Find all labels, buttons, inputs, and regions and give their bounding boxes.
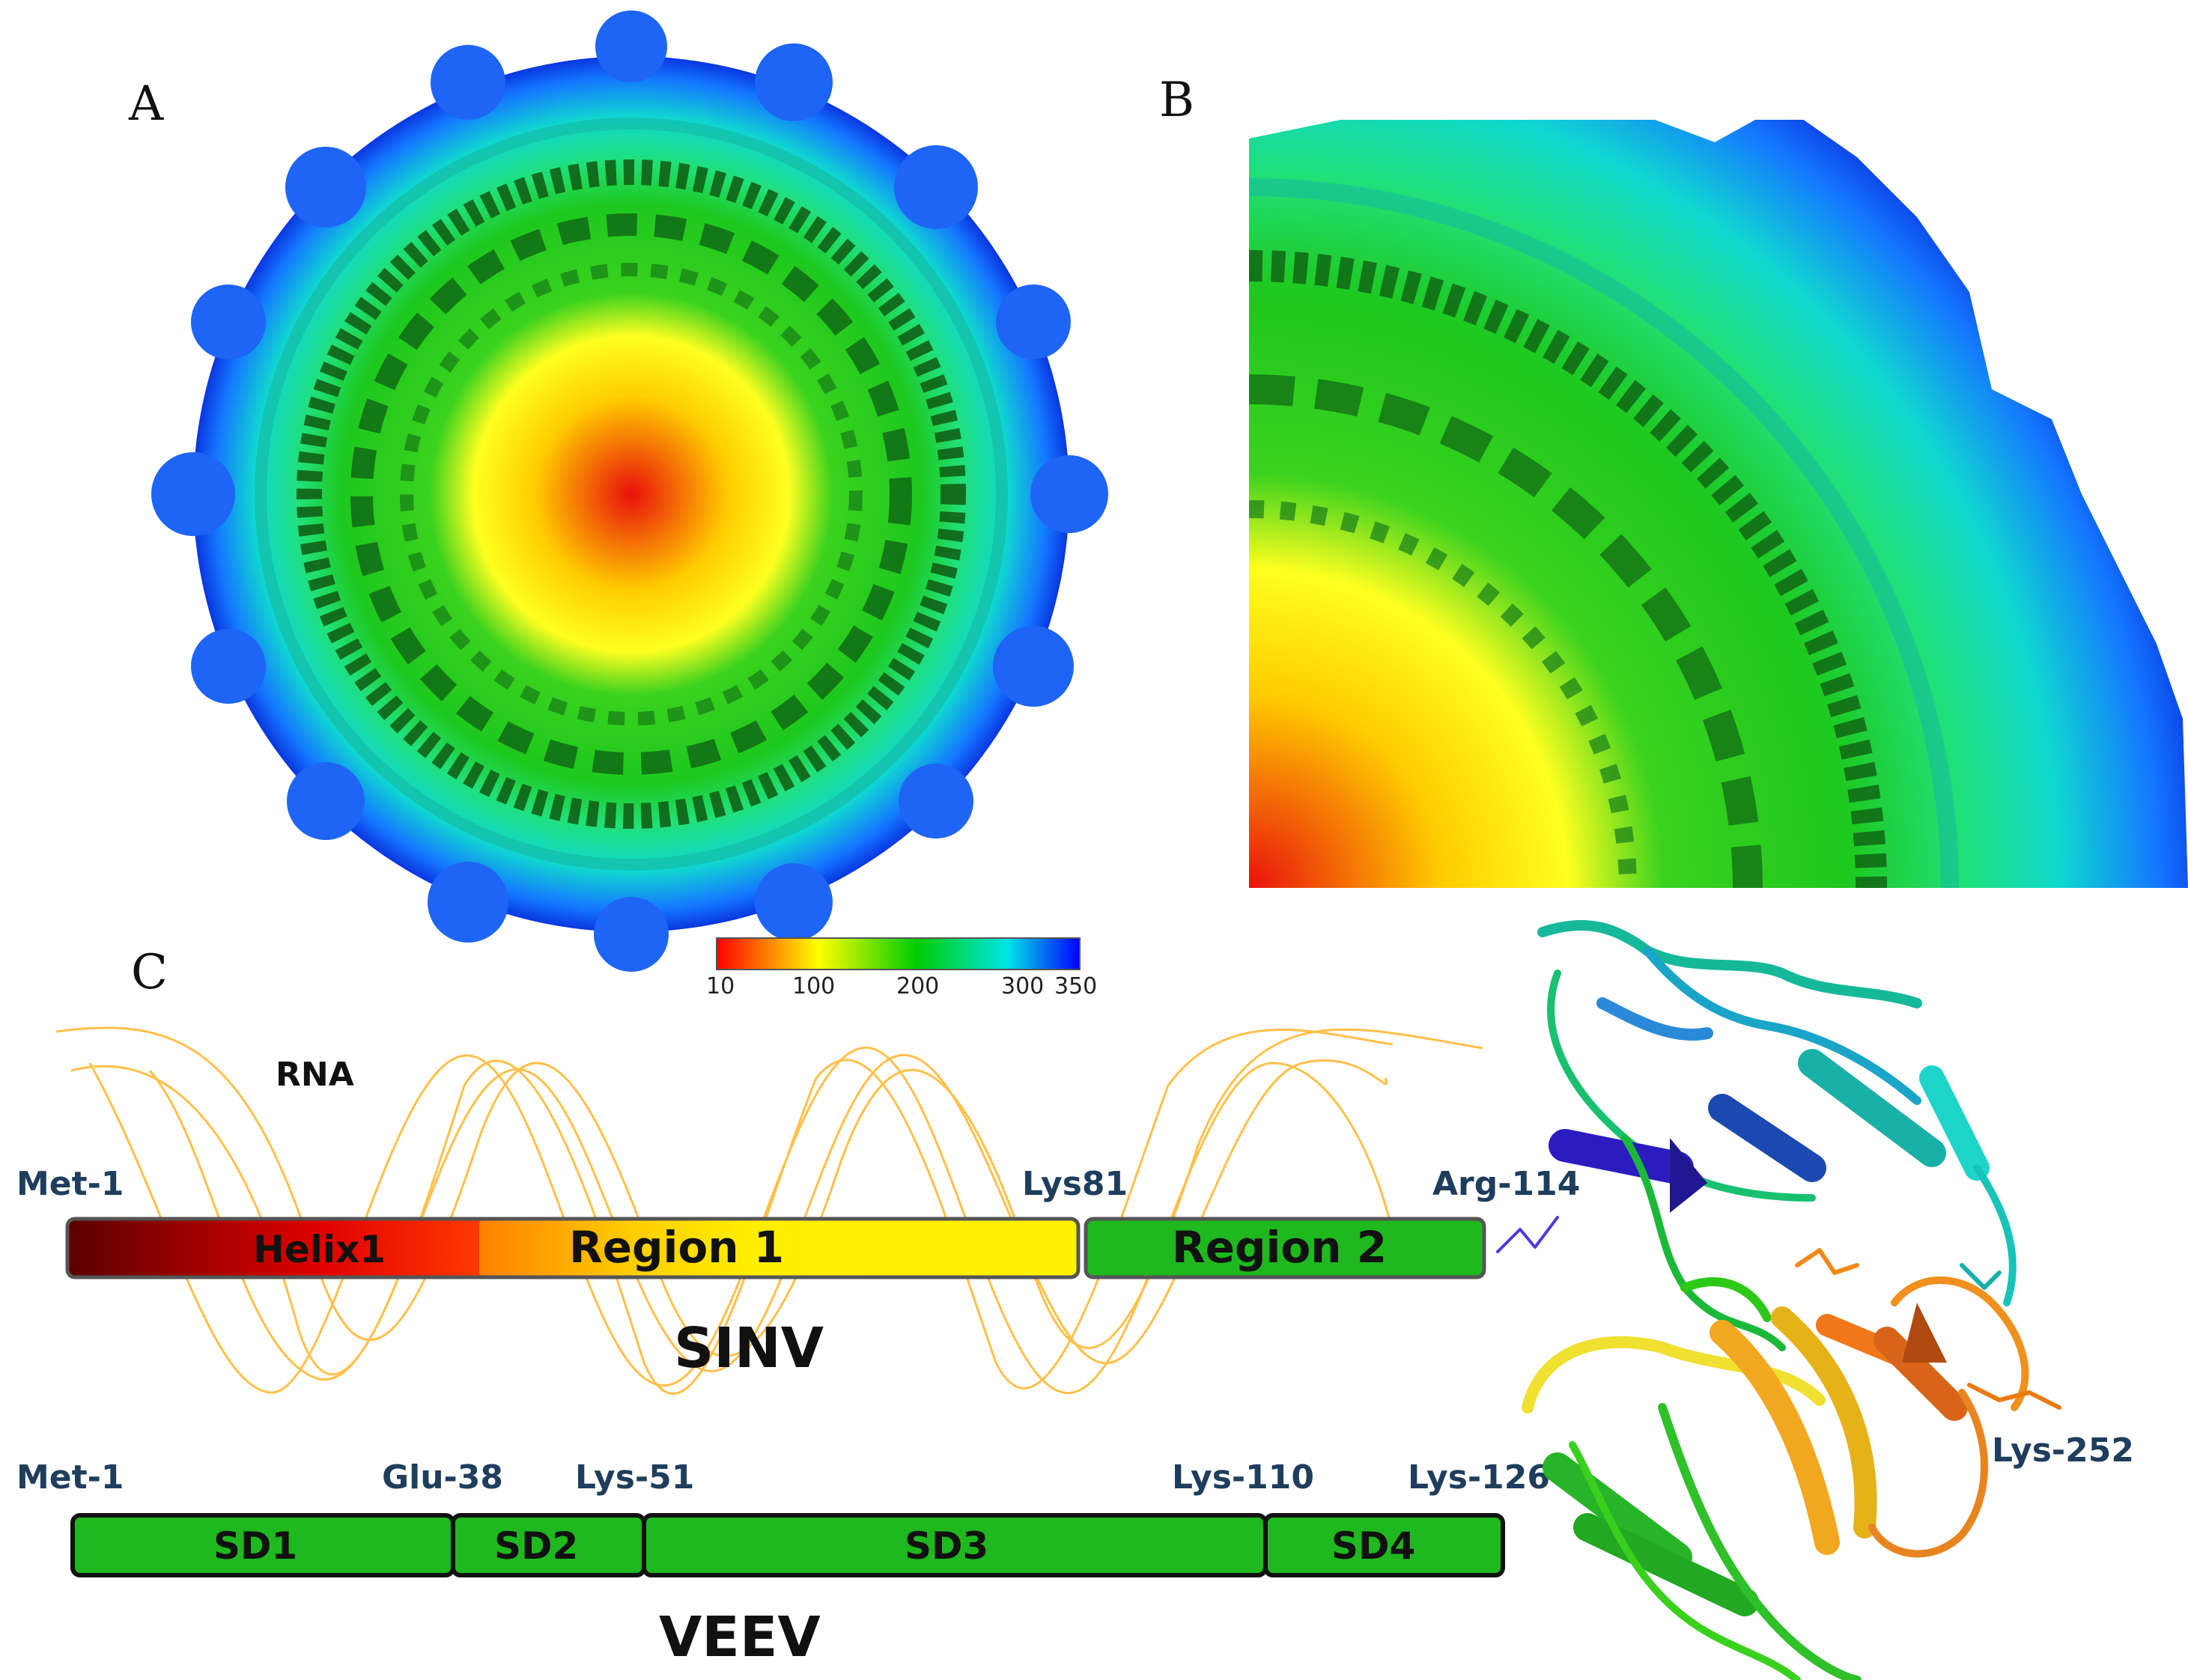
- veev-segment-label: SD3: [905, 1524, 988, 1568]
- veev-residue-label: Lys-51: [575, 1458, 694, 1497]
- veev-segment-sd4: [1263, 1513, 1505, 1577]
- veev-segment-label: SD4: [1331, 1524, 1415, 1568]
- rna-label: RNA: [276, 1056, 354, 1094]
- virus-density-map-quadrant: [1249, 120, 2188, 888]
- colorbar-tick: 300: [1001, 973, 1044, 999]
- radius-colorbar: 10 100 200 300 350: [706, 937, 1097, 999]
- sinv-segment-helix1: [67, 1219, 487, 1277]
- sinv-domain-bar: Met-1 Lys81 Arg-114 Helix1 Region 1 Regi…: [16, 1165, 1580, 1381]
- virus-density-map-full: [151, 10, 1108, 972]
- veev-domain-bar: Met-1 Glu-38 Lys-51 Lys-110 Lys-126 SD1 …: [16, 1458, 1550, 1670]
- panel-c-label: C: [131, 945, 168, 1000]
- veev-residue-label: Met-1: [16, 1458, 124, 1497]
- veev-title: VEEV: [659, 1605, 821, 1670]
- structure-residue-label: Lys-252: [1992, 1431, 2134, 1470]
- sinv-residue-label: Arg-114: [1432, 1165, 1580, 1203]
- protein-ribbon-structure: [1496, 919, 2061, 1680]
- sinv-segment-label: Region 1: [569, 1222, 784, 1273]
- sinv-title: SINV: [674, 1316, 824, 1381]
- sinv-residue-label: Lys81: [1022, 1165, 1128, 1203]
- sinv-segment-region1: [479, 1219, 1078, 1277]
- veev-segment-label: SD1: [213, 1524, 297, 1568]
- colorbar-tick: 350: [1054, 973, 1097, 999]
- veev-residue-label: Lys-126: [1408, 1458, 1550, 1497]
- colorbar-tick: 100: [792, 973, 835, 999]
- spike-bumps: [151, 10, 1108, 972]
- veev-residue-label: Lys-110: [1172, 1458, 1314, 1497]
- colorbar-tick: 200: [896, 973, 939, 999]
- colorbar-tick: 10: [706, 973, 735, 999]
- sinv-residue-label: Met-1: [16, 1165, 124, 1203]
- veev-residue-label: Glu-38: [382, 1458, 503, 1497]
- panel-a-label: A: [128, 76, 164, 132]
- sinv-segment-label: Helix1: [253, 1228, 386, 1271]
- sinv-segment-region2: [1084, 1217, 1486, 1279]
- panel-b-label: B: [1159, 73, 1194, 128]
- sinv-segment-label: Region 2: [1172, 1222, 1387, 1273]
- veev-segment-label: SD2: [494, 1524, 578, 1568]
